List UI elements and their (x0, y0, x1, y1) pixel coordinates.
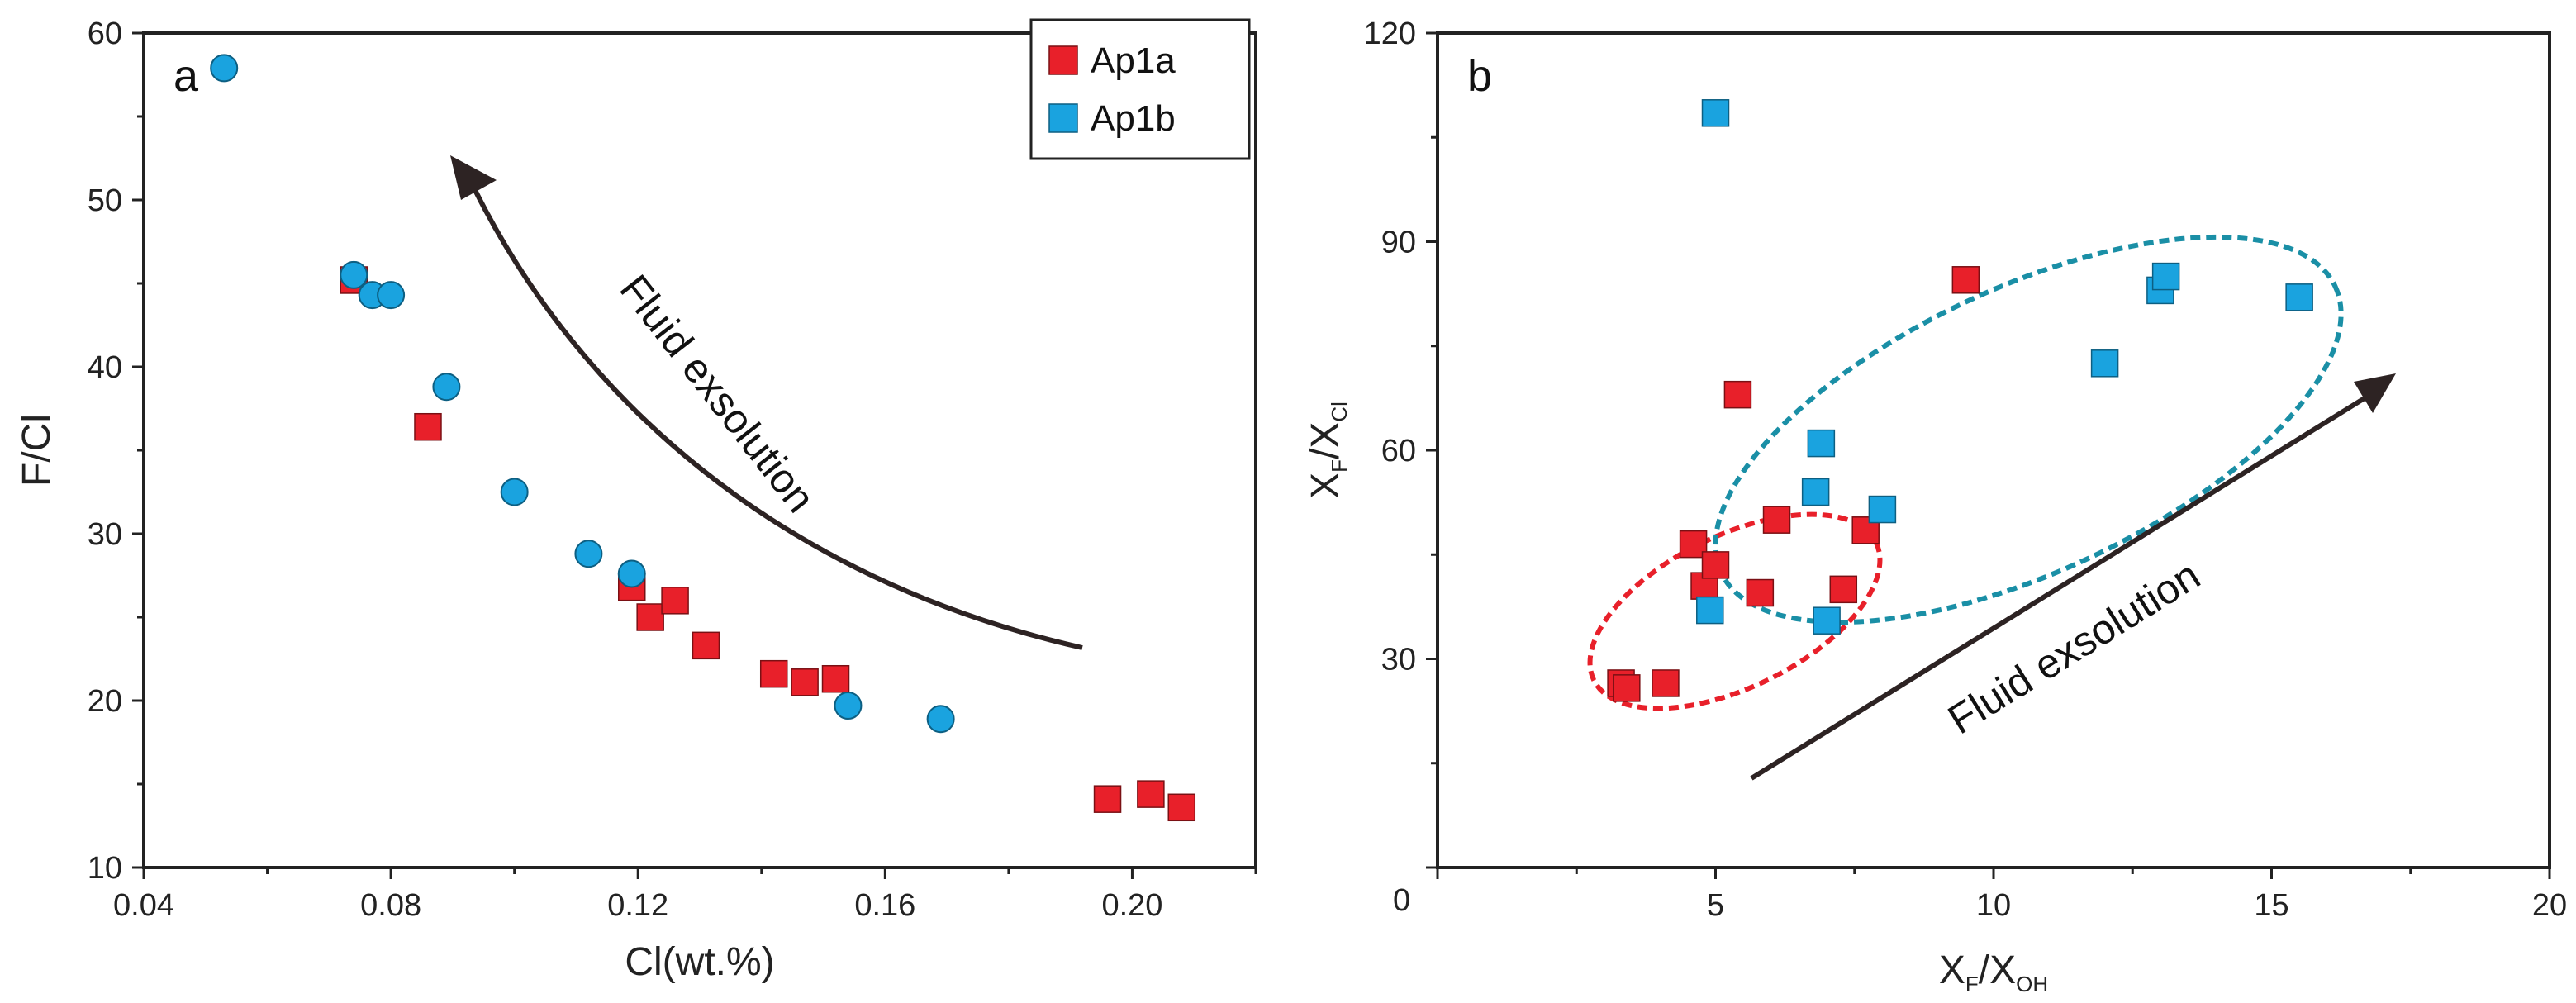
legend-ap1b-marker (1048, 103, 1078, 133)
panel-b-origin-label: 0 (1393, 883, 1410, 918)
panel-a-x-tick-label: 0.08 (360, 888, 421, 923)
panel-a-x-tick-label: 0.12 (607, 888, 668, 923)
panel-a-y-axis-label: F/Cl (15, 414, 59, 487)
panel-b-point-ap1a (1951, 266, 1980, 294)
panel-a-point-ap1a (1093, 785, 1122, 813)
panel-b-plot-frame (1436, 31, 2551, 869)
panel-b-fluid-exsolution-arrow (1750, 396, 2366, 781)
panel-a-point-ap1b (432, 373, 461, 402)
panel-b-point-ap1b (1807, 429, 1836, 458)
panel-b-point-ap1b (1801, 478, 1830, 506)
panel-b-point-ap1b (1813, 606, 1841, 635)
panel-b-y-tick-label: 30 (1381, 643, 1416, 677)
panel-b-point-ap1b (1701, 99, 1730, 127)
panel-b-point-ap1b (1868, 495, 1897, 524)
panel-a-arrowhead (450, 155, 497, 200)
panel-a-point-ap1b (574, 540, 603, 568)
panel-b-teal-cluster-ellipse (1713, 234, 2344, 625)
panel-b-x-tick-label: 15 (2254, 888, 2288, 923)
panel-b-point-ap1a (1701, 551, 1730, 579)
panel-b-ticks (1426, 31, 2551, 879)
panel-a-point-ap1a (759, 659, 788, 688)
panel-a-y-tick-label: 30 (88, 517, 122, 552)
panel-b-y-tick-label: 120 (1364, 17, 1416, 51)
panel-a-point-ap1a (1167, 793, 1196, 822)
panel-a-point-ap1b (617, 559, 646, 588)
panel-a-ticks (132, 31, 1257, 879)
panel-a-x-tick-label: 0.04 (113, 888, 174, 923)
panel-a-point-ap1a (791, 668, 819, 696)
panel-b-label: b (1467, 51, 1492, 101)
panel-b-point-ap1b (2151, 262, 2180, 291)
panel-a-label: a (173, 51, 199, 101)
panel-a-y-tick-label: 60 (88, 17, 122, 51)
panel-a-point-ap1b (377, 281, 406, 310)
legend-box (1029, 18, 1251, 160)
panel-b-y-tick-label: 90 (1381, 226, 1416, 260)
panel-b-point-ap1a (1613, 674, 1641, 702)
panel-a-x-tick-label: 0.20 (1101, 888, 1162, 923)
legend-ap1b-label: Ap1b (1091, 98, 1176, 139)
panel-b-point-ap1b (2285, 283, 2313, 311)
panel-a-point-ap1b (210, 54, 239, 83)
panel-a-point-ap1a (692, 631, 720, 660)
legend-ap1a-label: Ap1a (1091, 40, 1176, 81)
panel-a-point-ap1a (636, 603, 664, 631)
panel-a-point-ap1a (1137, 780, 1165, 808)
panel-a-fluid-exsolution-arrow (473, 188, 1083, 650)
panel-b-point-ap1a (1723, 380, 1752, 409)
panel-a-point-ap1a (821, 664, 850, 693)
panel-b-y-tick-label: 60 (1381, 434, 1416, 468)
panel-b-y-axis-label: XF/XCl (1304, 402, 1352, 499)
panel-a-scatter-chart: 0.04 0.08 0.12 0.16 0.20 10 20 30 40 50 60 a Cl(wt… (15, 17, 1257, 984)
panel-a-x-tick-label: 0.16 (854, 888, 915, 923)
panel-a-y-tick-label: 50 (88, 183, 122, 218)
panel-a-data-points (210, 54, 1196, 822)
panel-a-x-axis-label: Cl(wt.%) (625, 940, 774, 984)
legend-ap1a-marker (1048, 45, 1078, 75)
panel-a-y-tick-label: 40 (88, 350, 122, 385)
panel-a-point-ap1a (661, 587, 689, 615)
panel-b-point-ap1a (1746, 578, 1775, 607)
panel-b-point-ap1a (1652, 669, 1680, 697)
panel-b-red-cluster-ellipse (1587, 511, 1883, 711)
panel-b-x-tick-label: 20 (2532, 888, 2567, 923)
panel-a-y-tick-label: 10 (88, 851, 122, 886)
panel-a-y-tick-label: 20 (88, 684, 122, 719)
panel-b-x-tick-label: 5 (1707, 888, 1724, 923)
panel-b-x-axis-label: XF/XOH (1939, 948, 2048, 996)
panel-b-data-points (1607, 99, 2313, 702)
panel-b-point-ap1a (1762, 506, 1791, 534)
panel-a-point-ap1b (926, 705, 955, 734)
panel-a-tick-labels: 0.04 0.08 0.12 0.16 0.20 10 20 30 40 50 60 (88, 17, 1163, 923)
panel-b-point-ap1b (2090, 349, 2119, 378)
legend: Ap1a Ap1b (1029, 18, 1251, 160)
panel-a-point-ap1b (500, 478, 529, 506)
panel-b-arrowhead (2354, 373, 2396, 413)
panel-b-point-ap1b (1696, 596, 1724, 625)
panel-b-point-ap1a (1829, 575, 1858, 604)
panel-b-point-ap1a (1679, 530, 1708, 559)
panel-b-x-tick-label: 10 (1976, 888, 2011, 923)
panel-a-point-ap1b (834, 692, 863, 720)
panel-a-point-ap1b (340, 260, 368, 289)
panel-b-tick-labels: 5 10 15 20 30 60 90 120 (1364, 17, 2568, 923)
panel-a-point-ap1a (414, 412, 442, 441)
